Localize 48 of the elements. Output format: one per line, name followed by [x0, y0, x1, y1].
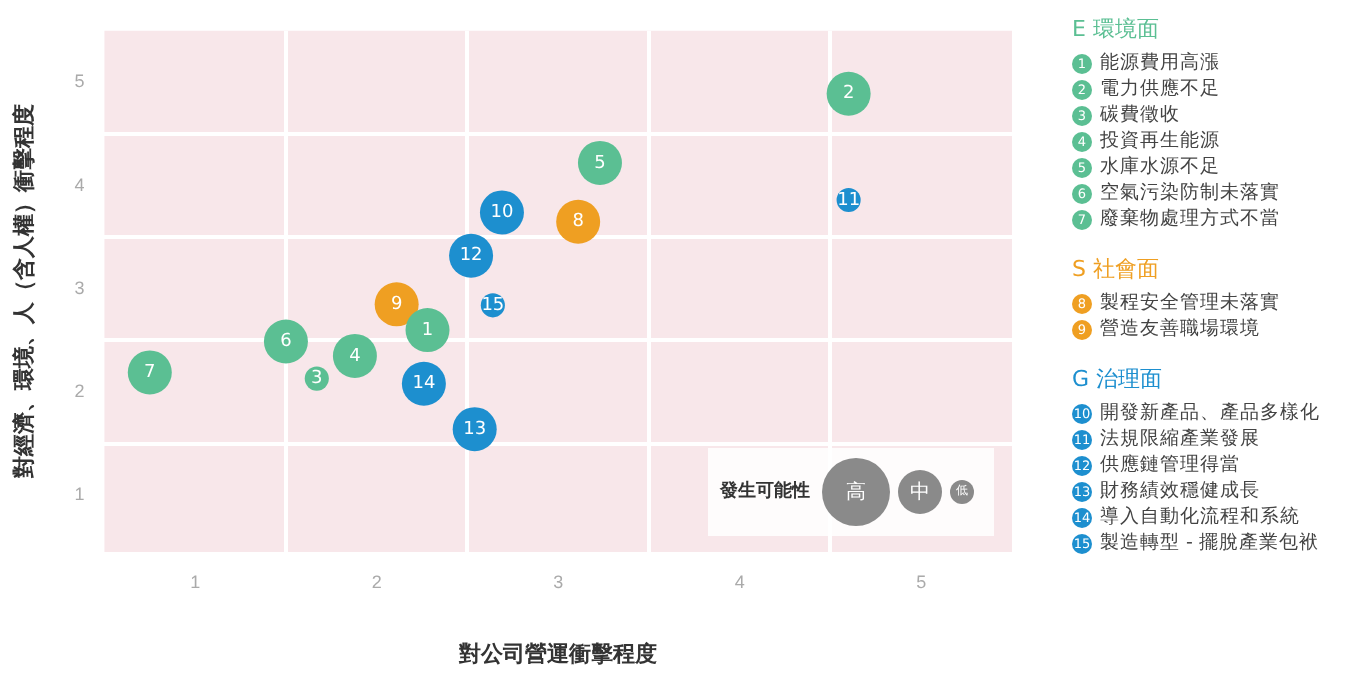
annotation: 1	[421, 320, 434, 341]
x-tick-label: 1	[190, 571, 201, 592]
x-tick-label: 5	[916, 571, 927, 592]
text: 廢棄物處理方式不當	[1100, 206, 1280, 232]
text: 碳費徵收	[1100, 102, 1180, 128]
x-axis-title: 對公司營運衝擊程度	[457, 640, 658, 667]
annotation: 14	[412, 374, 436, 395]
annotation: 3	[311, 369, 323, 390]
annotation: 13	[463, 419, 487, 440]
x-tick-label: 3	[553, 571, 564, 592]
annotation: 4	[349, 346, 362, 367]
text: 水庫水源不足	[1100, 154, 1220, 180]
text: 製程安全管理未落實	[1100, 290, 1280, 316]
y-tick-label: 5	[74, 71, 85, 92]
x-tick-label: 4	[734, 571, 745, 592]
text: 開發新產品、產品多樣化	[1100, 400, 1320, 426]
text: 財務績效穩健成長	[1100, 478, 1260, 504]
text: 空氣污染防制未落實	[1100, 180, 1280, 206]
legend-label: 中	[898, 469, 943, 514]
text: 電力供應不足	[1100, 76, 1220, 102]
text: 導入自動化流程和系統	[1100, 504, 1300, 530]
y-tick-label: 3	[74, 277, 85, 298]
text: 能源費用高漲	[1100, 50, 1220, 76]
annotation: 7	[144, 363, 156, 384]
annotation: 5	[594, 153, 606, 174]
legend-label: 高	[822, 457, 891, 526]
annotation: 15	[481, 296, 505, 317]
text: 營造友善職場環境	[1100, 316, 1260, 342]
y-tick-label: 1	[74, 484, 85, 505]
text: S 社會面	[1072, 254, 1161, 284]
y-tick-label: 4	[74, 174, 85, 195]
legend-title: 發生可能性	[720, 478, 810, 505]
text: 投資再生能源	[1100, 128, 1220, 154]
text: 供應鏈管理得當	[1100, 452, 1240, 478]
text: G 治理面	[1072, 364, 1165, 394]
text: E 環境面	[1072, 14, 1161, 44]
y-tick-label: 2	[74, 381, 85, 401]
annotation: 11	[837, 190, 861, 211]
text: 法規限縮產業發展	[1100, 426, 1260, 452]
annotation: 6	[280, 332, 293, 353]
annotation: 9	[390, 294, 403, 315]
annotation: 2	[842, 84, 855, 105]
annotation: 12	[459, 246, 483, 267]
annotation: 8	[572, 212, 585, 233]
text: 製造轉型 - 擺脫產業包袱	[1100, 530, 1319, 556]
y-axis-title: 對經濟、環境、人（含人權）衝擊程度	[11, 104, 38, 481]
annotation: 10	[490, 203, 514, 224]
x-tick-label: 2	[371, 571, 382, 592]
